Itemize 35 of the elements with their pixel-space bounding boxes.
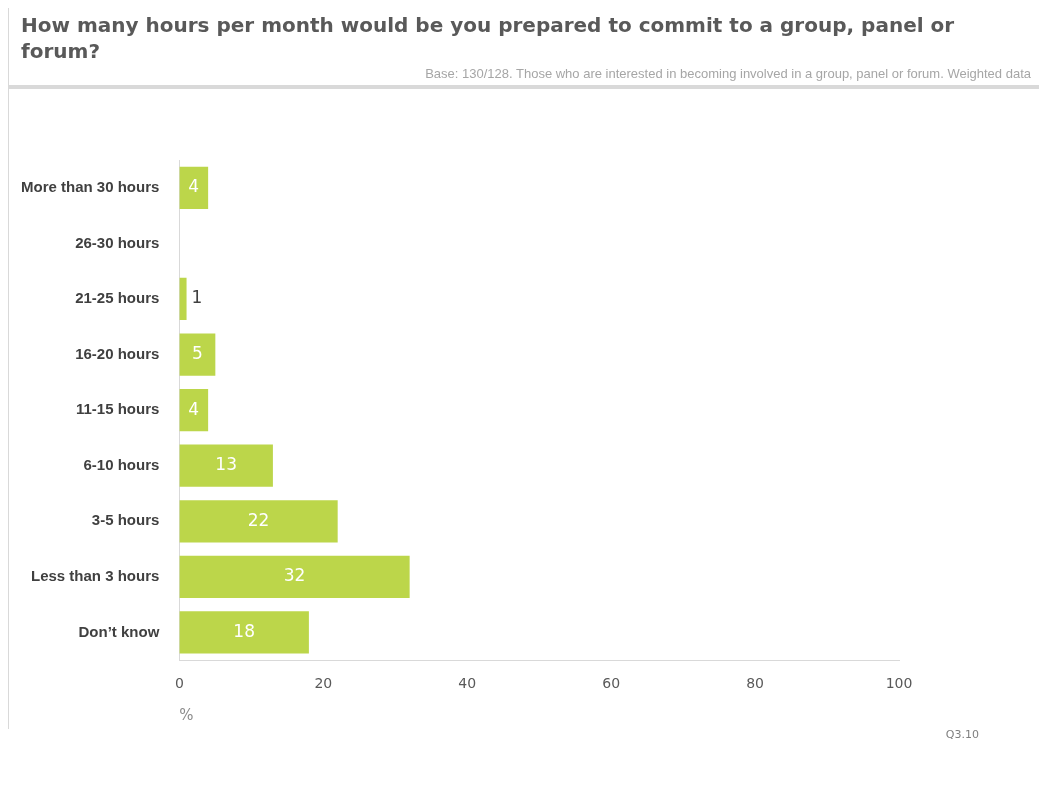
bar <box>179 444 273 487</box>
x-tick-label: 60 <box>602 675 621 692</box>
bar <box>179 388 209 432</box>
data-label: 1 <box>191 287 203 308</box>
y-tick-label: 6-10 hours <box>83 455 160 473</box>
data-label: 5 <box>191 342 203 363</box>
data-label: 13 <box>215 454 237 475</box>
y-tick-label: 21-25 hours <box>75 289 160 307</box>
x-tick-label: 0 <box>174 675 184 692</box>
data-label: 4 <box>188 176 200 197</box>
y-tick-label: 11-15 hours <box>75 400 160 418</box>
bar <box>179 166 209 209</box>
x-tick-label: 100 <box>885 675 913 692</box>
y-tick-label: 26-30 hours <box>75 233 160 251</box>
data-label: 32 <box>283 565 306 586</box>
data-label: 4 <box>188 398 200 419</box>
y-tick-label: More than 30 hours <box>21 177 160 195</box>
bar <box>179 333 216 376</box>
bar <box>179 555 410 598</box>
text: Q3.10 <box>945 728 979 741</box>
bar <box>179 611 309 654</box>
chart-title: How many hours per month would be you prepared to commit to a group, panel or forum? <box>21 12 956 64</box>
x-tick-label: 80 <box>746 675 764 692</box>
y-tick-label: 3-5 hours <box>91 511 160 529</box>
x-tick-label: 20 <box>314 675 333 692</box>
data-label: 18 <box>233 620 255 641</box>
y-tick-label: Less than 3 hours <box>30 566 160 584</box>
chart-subtitle: Base: 130/128. Those who are interested in becoming involved in a group, panel or forum. Weighted data <box>424 66 1031 81</box>
x-tick-label: 40 <box>458 675 477 692</box>
data-label: 22 <box>247 509 270 530</box>
y-tick-label: Don’t know <box>78 622 160 640</box>
bar <box>179 277 187 321</box>
y-tick-label: 16-20 hours <box>75 344 160 362</box>
x-axis-title: % <box>179 705 194 724</box>
bar <box>179 500 338 543</box>
